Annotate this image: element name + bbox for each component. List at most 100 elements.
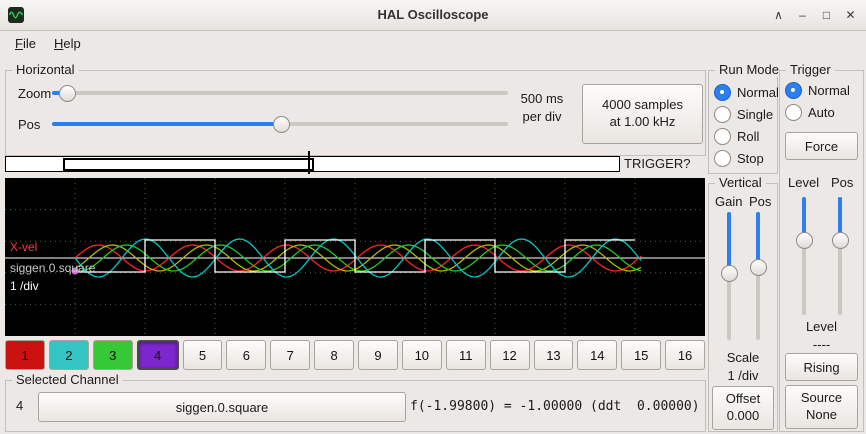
- rate-value: 500 ms: [520, 91, 564, 106]
- pos-label: Pos: [18, 117, 41, 132]
- trigger-source-value: None: [805, 407, 838, 422]
- app-icon[interactable]: [8, 7, 24, 23]
- trigger-level-slider-handle[interactable]: [796, 232, 813, 250]
- maximize-button[interactable]: □: [822, 8, 831, 22]
- offset-button-label: Offset: [725, 391, 761, 407]
- channel-button-7[interactable]: 7: [270, 340, 311, 370]
- menubar: File Help: [0, 30, 866, 57]
- zoom-slider-handle[interactable]: [58, 85, 76, 102]
- edge-button[interactable]: Rising: [785, 353, 858, 381]
- samples-line1: 4000 samples: [602, 97, 683, 113]
- run-mode-option-single[interactable]: Single: [714, 106, 779, 123]
- zoom-slider[interactable]: [52, 85, 508, 102]
- channel-button-14[interactable]: 14: [577, 340, 618, 370]
- channel-button-4[interactable]: 4: [136, 340, 179, 370]
- channel-source-button[interactable]: siggen.0.square: [38, 392, 406, 422]
- force-button[interactable]: Force: [785, 132, 858, 160]
- channel-button-12[interactable]: 12: [489, 340, 530, 370]
- zoom-label: Zoom: [18, 86, 52, 101]
- channel-button-9[interactable]: 9: [358, 340, 398, 370]
- trigger-mode-option-normal[interactable]: Normal: [785, 82, 850, 99]
- offset-button[interactable]: Offset 0.000: [712, 386, 774, 430]
- channel-value-readout: f(-1.99800) = -1.00000 (ddt 0.00000): [410, 399, 700, 414]
- vertical-frame-label: Vertical: [715, 175, 766, 190]
- channel-button-16[interactable]: 16: [665, 340, 705, 370]
- scope-svg: [5, 178, 705, 336]
- vertical-pos-slider[interactable]: [750, 212, 767, 340]
- run-mode-frame: Run Mode Normal Single Roll Stop: [708, 62, 783, 174]
- channel-button-2[interactable]: 2: [48, 340, 89, 370]
- menu-help[interactable]: Help: [53, 36, 81, 51]
- trigger-pos-slider[interactable]: [832, 197, 849, 315]
- trigger-level-label: Level: [788, 175, 820, 190]
- trigger-level-readout-label: Level: [805, 319, 838, 334]
- scale-label: Scale: [726, 350, 760, 365]
- trigger-radio-group: Normal Auto: [785, 82, 850, 121]
- vertical-pos-slider-trough[interactable]: [756, 212, 760, 340]
- gain-slider-handle[interactable]: [721, 265, 738, 283]
- minimize-button[interactable]: –: [799, 8, 806, 22]
- radio-icon[interactable]: [785, 82, 802, 99]
- vertical-pos-label: Pos: [749, 194, 772, 209]
- run-mode-option-roll[interactable]: Roll: [714, 128, 779, 145]
- scope-channel4-label: siggen.0.square: [10, 261, 96, 275]
- run-mode-option-normal[interactable]: Normal: [714, 84, 779, 101]
- selected-channel-frame-label: Selected Channel: [12, 372, 123, 387]
- window-controls: ∧ – □ ✕: [769, 0, 860, 30]
- selected-channel-number: 4: [16, 398, 24, 413]
- trigger-pos-slider-trough[interactable]: [838, 197, 842, 315]
- trigger-pos-label: Pos: [831, 175, 854, 190]
- titlebar: HAL Oscilloscope ∧ – □ ✕: [0, 0, 866, 31]
- rate-unit: per div: [522, 109, 562, 124]
- trigger-frame-label: Trigger: [786, 62, 835, 77]
- horizontal-pos-slider-handle[interactable]: [273, 116, 290, 133]
- trigger-level-slider-trough[interactable]: [802, 197, 806, 315]
- record-window-indicator: [63, 158, 314, 171]
- horizontal-pos-slider[interactable]: [52, 116, 508, 133]
- run-mode-option-label: Single: [737, 107, 774, 122]
- vertical-frame: Vertical Gain Pos Scale 1 /div Offset 0.…: [708, 175, 778, 432]
- radio-icon[interactable]: [714, 150, 731, 167]
- trigger-mode-option-label: Normal: [808, 83, 850, 98]
- scope-channel1-label: X-vel: [10, 240, 38, 254]
- trigger-level-slider[interactable]: [796, 197, 813, 315]
- channel-button-3[interactable]: 3: [92, 340, 133, 370]
- window-title: HAL Oscilloscope: [377, 7, 489, 22]
- trigger-mode-option-auto[interactable]: Auto: [785, 104, 850, 121]
- run-mode-option-stop[interactable]: Stop: [714, 150, 779, 167]
- channel-button-8[interactable]: 8: [314, 340, 354, 370]
- gain-label: Gain: [715, 194, 743, 209]
- trigger-source-button[interactable]: Source None: [785, 385, 858, 429]
- horizontal-pos-slider-fill: [52, 122, 280, 126]
- samples-button[interactable]: 4000 samples at 1.00 kHz: [582, 84, 703, 144]
- channel-button-1[interactable]: 1: [5, 340, 45, 370]
- radio-icon[interactable]: [714, 128, 731, 145]
- channel-button-5[interactable]: 5: [182, 340, 223, 370]
- radio-icon[interactable]: [785, 104, 802, 121]
- channel-button-13[interactable]: 13: [533, 340, 574, 370]
- vertical-pos-slider-handle[interactable]: [750, 258, 767, 276]
- trigger-status-label: TRIGGER?: [624, 156, 691, 171]
- selected-channel-frame: Selected Channel 4 siggen.0.square f(-1.…: [5, 372, 706, 432]
- channel-source-name: siggen.0.square: [175, 399, 269, 415]
- run-mode-option-label: Stop: [737, 151, 764, 166]
- trigger-source-label: Source: [800, 390, 843, 406]
- radio-icon[interactable]: [714, 106, 731, 123]
- menu-file[interactable]: File: [15, 36, 36, 51]
- trigger-position-marker: [308, 151, 310, 174]
- zoom-slider-trough[interactable]: [52, 91, 508, 95]
- close-button[interactable]: ✕: [845, 8, 856, 22]
- channel-row: 1 2 3 4 5 6 7 8 9 10 11 12 13 14 15 16: [5, 340, 705, 370]
- gain-slider[interactable]: [721, 212, 738, 340]
- run-mode-radio-group: Normal Single Roll Stop: [714, 84, 779, 167]
- trigger-frame: Trigger Normal Auto Force Level Pos Level…: [779, 62, 864, 432]
- trigger-pos-slider-handle[interactable]: [832, 232, 849, 250]
- channel-button-10[interactable]: 10: [401, 340, 442, 370]
- run-mode-frame-label: Run Mode: [715, 62, 783, 77]
- horizontal-frame-label: Horizontal: [12, 62, 79, 77]
- channel-button-6[interactable]: 6: [226, 340, 267, 370]
- shade-button[interactable]: ∧: [774, 8, 783, 22]
- radio-icon[interactable]: [714, 84, 731, 101]
- channel-button-15[interactable]: 15: [621, 340, 662, 370]
- channel-button-11[interactable]: 11: [445, 340, 486, 370]
